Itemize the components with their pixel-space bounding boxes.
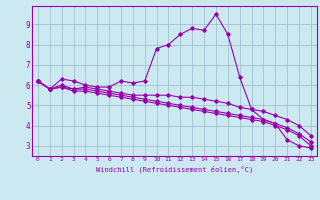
X-axis label: Windchill (Refroidissement éolien,°C): Windchill (Refroidissement éolien,°C) [96, 165, 253, 173]
